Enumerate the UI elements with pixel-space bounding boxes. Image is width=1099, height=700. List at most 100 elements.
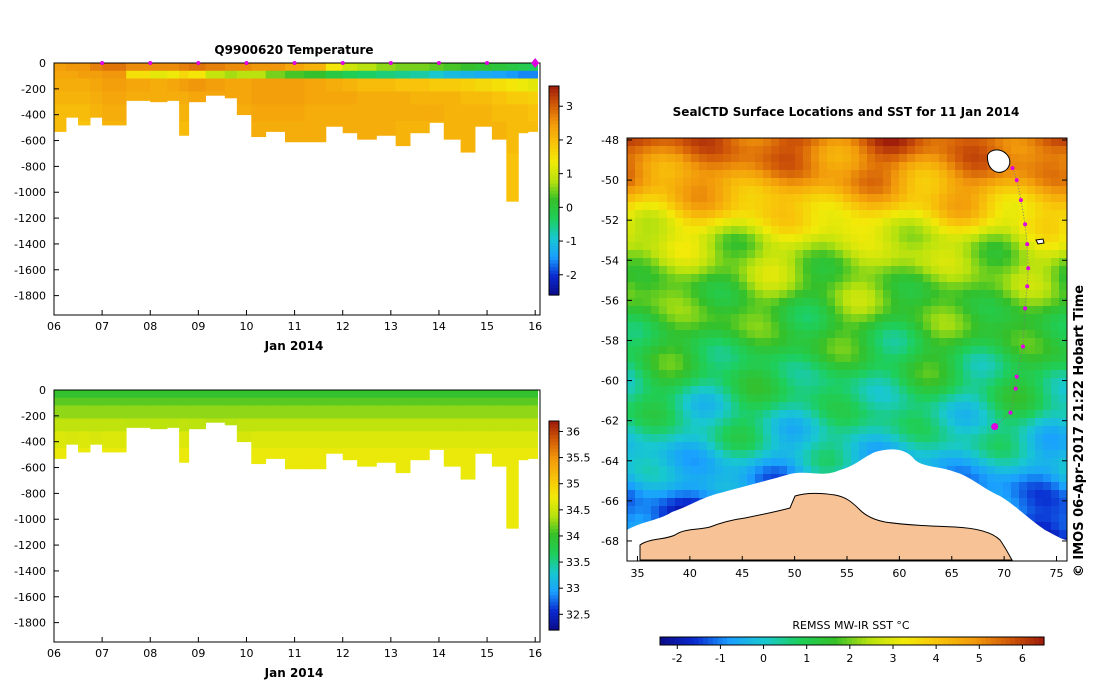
sst-cell (891, 338, 900, 347)
sst-cell (907, 186, 916, 195)
sst-cell (923, 450, 932, 459)
sst-x-tick-label: 45 (735, 567, 749, 580)
sst-cell (643, 186, 652, 195)
salinity-cell (506, 397, 519, 406)
sst-cell (899, 178, 908, 187)
temperature-colorbar-tick-label: 2 (566, 134, 573, 147)
salinity-colorbar-swatch (549, 476, 559, 481)
sst-cell (755, 402, 764, 411)
temperature-colorbar-swatch (549, 267, 559, 272)
sst-cell (1035, 386, 1044, 395)
sst-cell (699, 186, 708, 195)
sst-cell (979, 370, 988, 379)
sst-cell (1059, 410, 1067, 419)
sst-cell (691, 162, 700, 171)
sst-cell (971, 338, 980, 347)
sst-cell (955, 306, 964, 315)
sst-cell (987, 330, 996, 339)
sst-cell (963, 290, 972, 299)
sst-colorbar-swatch (794, 637, 800, 645)
sst-cell (651, 362, 660, 371)
sst-cell (683, 194, 692, 203)
temperature-cell (376, 104, 397, 122)
sst-cell (1011, 402, 1020, 411)
sst-cell (763, 298, 772, 307)
sst-cell (851, 186, 860, 195)
sst-cell (779, 394, 788, 403)
sst-cell (1019, 210, 1028, 219)
sst-cell (1059, 154, 1067, 163)
sst-cell (907, 386, 916, 395)
sst-cell (723, 346, 732, 355)
sst-cell (755, 410, 764, 419)
sst-cell (627, 330, 636, 339)
sst-cell (827, 314, 836, 323)
sst-cell (1003, 282, 1012, 291)
sst-cell (907, 442, 916, 451)
sst-colorbar-swatch (688, 637, 695, 645)
sst-cell (723, 426, 732, 435)
sst-cell (787, 330, 796, 339)
sst-cell (803, 402, 812, 411)
sst-cell (651, 490, 660, 499)
sst-cell (667, 210, 676, 219)
salinity-cell (205, 390, 226, 399)
sst-cell (843, 442, 852, 451)
sst-cell (739, 378, 748, 387)
sst-cell (659, 410, 668, 419)
sst-cell (899, 418, 908, 427)
sst-cell (739, 394, 748, 403)
sst-cell (659, 418, 668, 427)
sst-cell (859, 146, 868, 155)
sst-cell (843, 458, 852, 467)
sst-cell (1035, 498, 1044, 507)
sst-cell (635, 418, 644, 427)
sst-cell (987, 186, 996, 195)
temperature-cell (90, 63, 103, 72)
sst-cell (779, 282, 788, 291)
sst-cell (635, 306, 644, 315)
salinity-cell (90, 397, 103, 406)
sst-cell (859, 154, 868, 163)
sst-cell (755, 418, 764, 427)
sst-cell (683, 458, 692, 467)
sst-cell (723, 258, 732, 267)
sst-cell (635, 482, 644, 491)
sst-cell (1027, 354, 1036, 363)
sst-cell (715, 386, 724, 395)
sst-cell (731, 218, 740, 227)
sst-cell (907, 154, 916, 163)
salinity-cell (224, 397, 238, 406)
salinity-x-axis-label: Jan 2014 (264, 666, 324, 680)
sst-cell (1035, 226, 1044, 235)
sst-cell (875, 274, 884, 283)
sst-cell (723, 202, 732, 211)
salinity-y-tick-label: -1400 (14, 565, 46, 578)
sst-cell (771, 330, 780, 339)
sst-cell (771, 154, 780, 163)
sst-cell (827, 138, 836, 147)
sst-cell (715, 402, 724, 411)
sst-cell (707, 450, 716, 459)
temperature-colorbar-swatch (549, 239, 559, 244)
sst-cell (1003, 178, 1012, 187)
sst-cell (667, 330, 676, 339)
sst-colorbar-tick-label: 3 (889, 652, 896, 665)
sst-cell (907, 418, 916, 427)
sst-cell (707, 258, 716, 267)
salinity-cell (150, 397, 168, 406)
sst-cell (755, 210, 764, 219)
sst-cell (1003, 354, 1012, 363)
sst-cell (731, 474, 740, 483)
sst-cell (1051, 506, 1060, 515)
sst-cell (819, 202, 828, 211)
sst-cell (971, 410, 980, 419)
sst-cell (707, 250, 716, 259)
sst-cell (667, 338, 676, 347)
sst-cell (923, 226, 932, 235)
sst-cell (883, 410, 892, 419)
sst-cell (675, 242, 684, 251)
sst-cell (627, 410, 636, 419)
sst-cell (659, 378, 668, 387)
sst-cell (819, 338, 828, 347)
